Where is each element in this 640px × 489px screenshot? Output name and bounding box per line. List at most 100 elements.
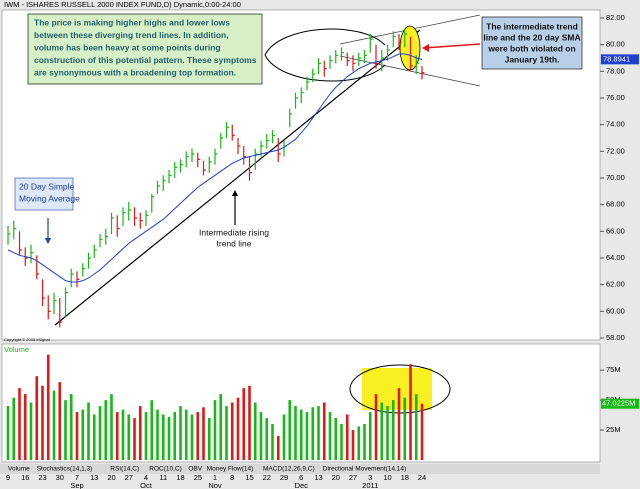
volume-bar [271,424,274,460]
rising-trend-line [54,29,421,326]
x-tick-label: 1 [213,473,217,482]
x-tick-label: 7 [75,473,79,482]
y-tick-label: 64.00 [606,253,625,262]
volume-bar [64,400,67,460]
volume-bar [156,409,159,460]
x-tick-label: 16 [21,473,29,482]
volume-bar [41,385,44,460]
month-label: Oct [140,481,153,489]
main-note: volume has been heavy at some points dur… [34,42,221,52]
volume-bar [317,406,320,460]
volume-bar [35,376,39,460]
volume-bar [161,414,165,460]
volume-bar [98,406,102,460]
volume-title: Volume [4,345,29,354]
volume-bar [345,414,349,460]
volume-bar [92,414,96,460]
tab[interactable]: Stochastics(14,1,3) [37,466,93,473]
x-tick-label: 9 [6,473,10,482]
red-arrow [423,43,481,49]
sma-note: 20 Day Simple [19,181,75,191]
sma-line [7,53,423,283]
volume-bar [420,403,424,460]
volume-bar [196,412,200,460]
volume-bar [184,409,188,460]
volume-bar [207,418,211,460]
volume-bar [397,388,401,460]
volume-bar [311,407,315,460]
violation-note: line and the 20 day SMA [483,32,580,42]
volume-bar [121,409,125,460]
volume-bar [144,412,148,460]
ellipse-arrows [264,28,386,82]
y-tick-label: 66.00 [606,226,625,235]
tab[interactable]: Directional Movement(14,14) [323,466,406,473]
y-tick-label: 76.00 [606,93,625,102]
volume-y-tick-label: 25M [606,425,621,434]
tab[interactable]: MACD(12,26,9,C) [263,466,315,473]
x-tick-label: 11 [159,473,167,482]
y-tick-label: 62.00 [606,280,625,289]
volume-bar [58,382,62,460]
volume-bar [219,394,223,460]
trend-note: Intermediate rising [199,227,269,237]
volume-bar [190,414,194,460]
volume-bar [242,388,246,460]
volume-bar [299,409,303,460]
x-tick-label: 13 [90,473,98,482]
sma-label-box [601,54,639,65]
volume-bar [167,416,171,460]
x-tick-label: 10 [383,473,391,482]
copyright: Copyright © 2005 eSignal [4,337,50,342]
y-tick-label: 72.00 [606,146,625,155]
main-note: construction of this potential pattern. … [34,55,257,65]
trend-arrow-head [232,190,238,196]
sma-note: Moving Average [19,193,80,203]
x-tick-label: 27 [125,473,133,482]
volume-bar [380,402,384,460]
y-tick-label: 82.00 [606,13,625,22]
volume-bar [357,426,361,460]
volume-bar [288,400,292,460]
volume-bar [236,397,240,460]
volume-bar [322,402,326,460]
main-note: are synonymous with a broadening top for… [34,67,236,77]
red-arrow-head [422,44,429,52]
volume-bar [138,406,142,460]
volume-bar [115,412,119,460]
volume-y-tick-label: 75M [606,365,621,374]
volume-bar [230,402,234,460]
x-tick-label: 25 [194,473,202,482]
y-tick-label: 74.00 [606,120,625,129]
volume-bar [127,414,131,460]
tab[interactable]: OBV [188,466,202,473]
month-label: Nov [208,481,222,489]
x-tick-label: 13 [314,473,322,482]
main-note: between these diverging trend lines. In … [34,30,229,40]
sma-arrow-head [45,238,51,244]
volume-bar [328,412,332,460]
volume-bar [110,394,113,460]
tab[interactable]: Volume [8,466,30,473]
volume-bar [81,409,85,460]
main-note: The price is making higher highs and low… [34,17,230,27]
y-tick-label: 68.00 [606,200,625,209]
violation-note: January 19th. [505,54,560,64]
tab[interactable]: Money Flow(14) [207,466,254,473]
month-label: 2011 [362,481,378,489]
volume-label-box [601,398,639,409]
volume-bar [403,397,407,460]
y-tick-label: 60.00 [606,306,625,315]
x-tick-label: 29 [280,473,288,482]
tab[interactable]: RSI(14,C) [110,466,139,473]
volume-bar [294,406,297,460]
volume-bar [46,354,50,460]
tab-bar [0,464,600,474]
volume-bar [334,418,338,460]
volume-bar [213,400,217,460]
tab[interactable]: ROC(10,C) [149,466,182,473]
volume-bar [18,388,21,460]
volume-highlight [362,368,432,410]
volume-bar [133,418,136,460]
